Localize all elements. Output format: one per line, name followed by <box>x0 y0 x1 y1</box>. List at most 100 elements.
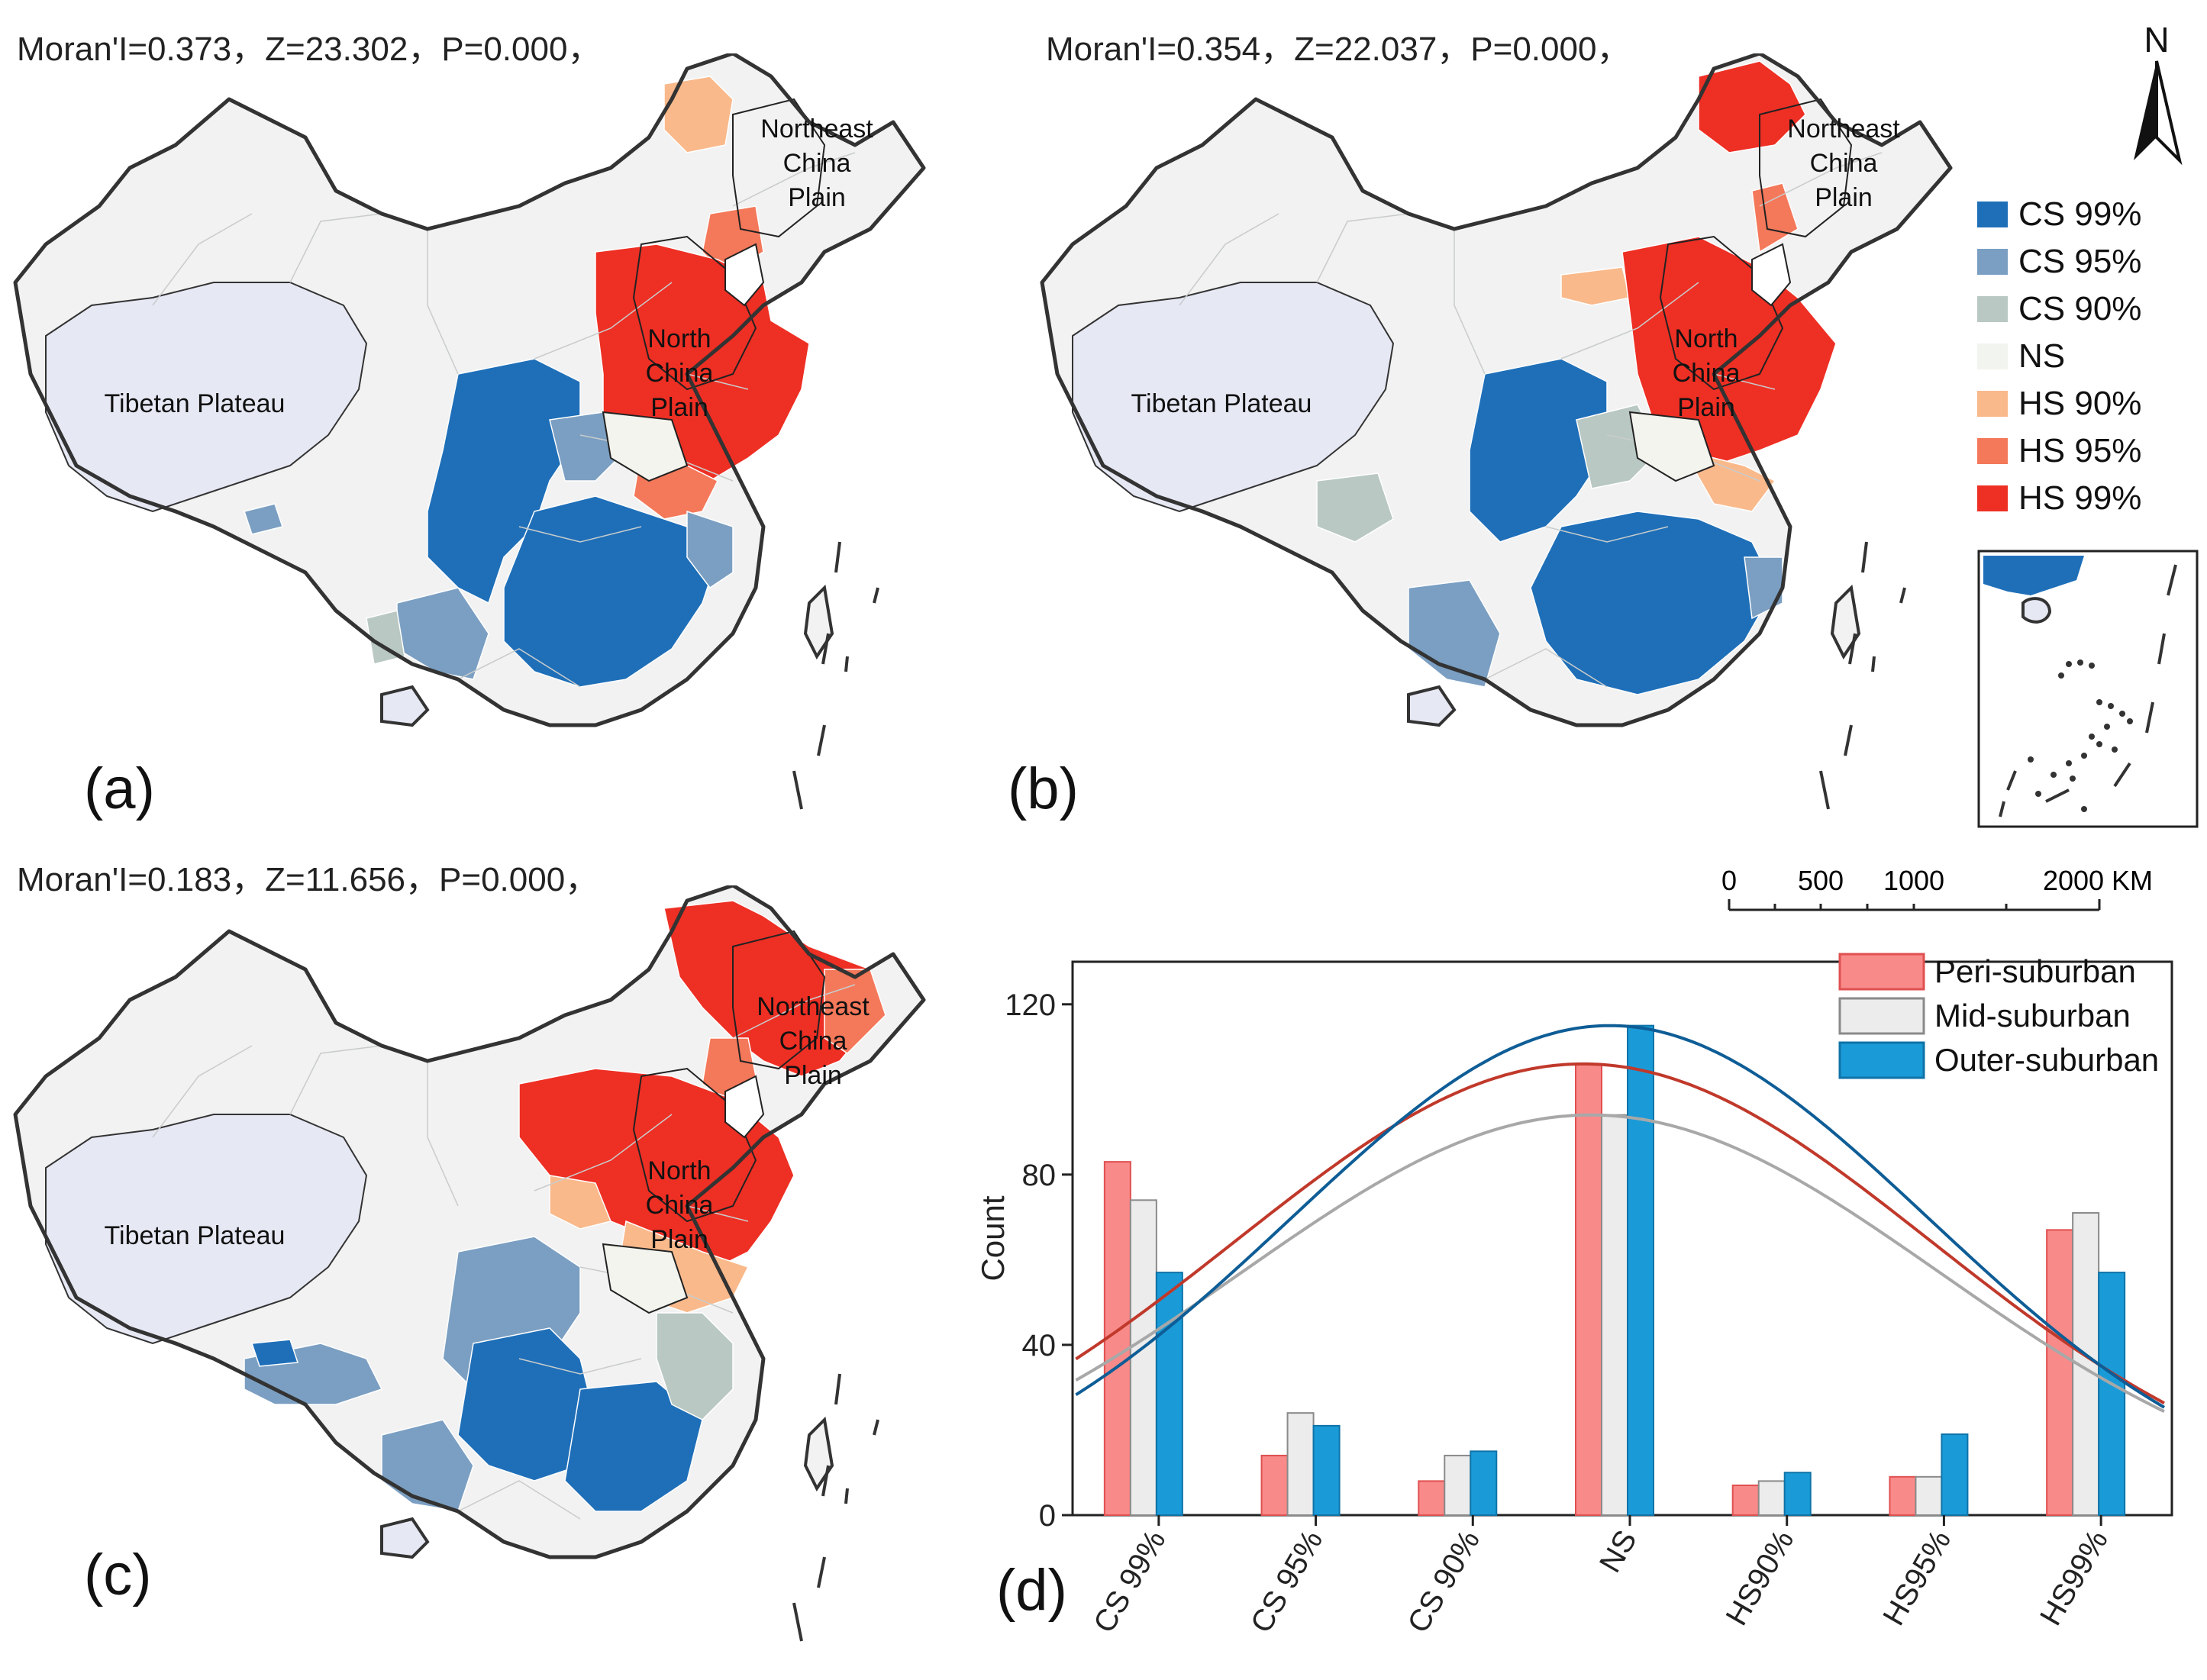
map-legend: CS 99% CS 95% CS 90% NS HS 90% HS 95% HS 99% <box>1977 191 2141 522</box>
y-tick-label: 40 <box>1022 1329 1057 1362</box>
bar <box>1286 1412 1315 1517</box>
chart-legend-swatch <box>1838 953 1925 991</box>
x-tick-label: CS 95% <box>1244 1525 1329 1639</box>
legend-item: CS 95% <box>1977 238 2141 285</box>
panel-d-label: (d) <box>996 1558 1067 1623</box>
y-tick-label: 0 <box>1039 1499 1056 1533</box>
bar <box>1889 1475 1917 1516</box>
legend-item: HS 95% <box>1977 427 2141 475</box>
scale-tick-2000: 2000 KM <box>2043 865 2153 896</box>
north-arrow: N <box>2134 20 2183 166</box>
bar <box>2046 1229 2074 1516</box>
bar <box>1783 1472 1812 1517</box>
label-north-china-plain: China <box>646 1191 714 1220</box>
scale-tick-500: 500 <box>1798 865 1844 896</box>
label-northeast-plain: Northeast <box>760 114 873 143</box>
legend-swatch <box>1977 249 2008 275</box>
bar <box>1470 1450 1498 1516</box>
bar <box>1312 1424 1341 1517</box>
legend-label: CS 90% <box>2018 290 2142 327</box>
y-tick-label: 120 <box>1005 988 1056 1022</box>
legend-label: HS 99% <box>2018 479 2142 517</box>
legend-label: CS 95% <box>2018 243 2142 280</box>
x-tick-label: NS <box>1593 1525 1644 1578</box>
bar <box>1444 1454 1472 1517</box>
legend-label: HS 95% <box>2018 432 2142 469</box>
label-tibetan-plateau: Tibetan Plateau <box>105 389 286 418</box>
chart-legend-label: Peri-suburban <box>1934 953 2136 989</box>
bar <box>1731 1484 1760 1517</box>
map-c: Northeast China Plain North China Plain Tibeta… <box>13 885 926 1642</box>
label-northeast-plain: Plain <box>784 1061 842 1090</box>
bar-chart: 0 40 80 120 Count CS 99% CS 95% CS 90% NS HS90% HS… <box>975 953 2173 1639</box>
panel-c-stats: Moran'I=0.183，Z=11.656，P=0.000， <box>17 861 599 898</box>
south-china-sea-inset <box>1977 550 2199 828</box>
bar <box>1129 1199 1157 1516</box>
bar <box>1575 1062 1602 1517</box>
y-tick-label: 80 <box>1022 1159 1057 1192</box>
legend-swatch <box>1977 391 2008 417</box>
legend-item: CS 90% <box>1977 285 2141 333</box>
label-northeast-plain: China <box>779 1027 847 1056</box>
scale-tick-0: 0 <box>1721 865 1737 896</box>
fit-curve <box>1075 1113 2165 1413</box>
legend-swatch <box>1977 343 2008 369</box>
legend-swatch <box>1977 296 2008 322</box>
legend-swatch <box>1977 202 2008 227</box>
bar <box>2098 1272 2126 1516</box>
bar <box>1260 1454 1289 1517</box>
label-north-china-plain: North <box>647 1156 711 1185</box>
x-tick-label: HS90% <box>1720 1525 1801 1631</box>
label-north-china-plain: Plain <box>650 393 708 422</box>
x-tick-label: CS 90% <box>1402 1525 1486 1639</box>
bar <box>1941 1433 1969 1516</box>
legend-label: NS <box>2018 337 2066 375</box>
legend-item: CS 99% <box>1977 191 2141 238</box>
label-north-china-plain: North <box>1674 324 1738 353</box>
label-northeast-plain: China <box>1810 149 1878 178</box>
legend-label: CS 99% <box>2018 195 2142 233</box>
legend-swatch <box>1977 485 2008 511</box>
label-north-china-plain: Plain <box>1677 393 1735 422</box>
fit-curve <box>1075 1062 2165 1404</box>
x-tick-label: CS 99% <box>1087 1525 1172 1639</box>
bar <box>1601 1114 1628 1516</box>
label-tibetan-plateau: Tibetan Plateau <box>105 1221 286 1250</box>
chart-legend-label: Outer-suburban <box>1934 1042 2159 1078</box>
panel-b-stats: Moran'I=0.354，Z=22.037，P=0.000， <box>1046 31 1631 68</box>
label-north-china-plain: Plain <box>650 1225 708 1254</box>
y-axis-label: Count <box>975 1195 1011 1281</box>
label-tibetan-plateau: Tibetan Plateau <box>1131 389 1312 418</box>
scale-tick-1000: 1000 <box>1883 865 1944 896</box>
panel-c-label: (c) <box>84 1543 152 1607</box>
label-north-china-plain: China <box>646 359 714 388</box>
legend-item: HS 99% <box>1977 475 2141 522</box>
chart-legend-swatch <box>1838 1041 1925 1079</box>
label-northeast-plain: Plain <box>1815 183 1873 212</box>
bar <box>1155 1272 1183 1516</box>
fit-curve <box>1075 1024 2166 1409</box>
panel-b-label: (b) <box>1008 756 1079 821</box>
label-northeast-plain: Northeast <box>757 992 870 1021</box>
scale-bar: 0 500 1000 2000 KM <box>1721 865 2153 911</box>
label-north-china-plain: North <box>647 324 711 353</box>
north-arrow-icon <box>2134 61 2157 160</box>
x-tick-label: HS99% <box>2034 1525 2115 1631</box>
bar <box>1627 1024 1654 1516</box>
legend-item: NS <box>1977 333 2141 380</box>
bar <box>1757 1480 1786 1517</box>
label-northeast-plain: Plain <box>788 183 846 212</box>
chart-legend-label: Mid-suburban <box>1934 998 2131 1033</box>
legend-item: HS 90% <box>1977 380 2141 427</box>
legend-swatch <box>1977 438 2008 464</box>
panel-a-label: (a) <box>84 756 155 821</box>
bar <box>1418 1480 1446 1517</box>
map-a: Northeast China Plain North China Plain Tibeta… <box>13 53 926 810</box>
legend-label: HS 90% <box>2018 385 2142 422</box>
map-b: Northeast China Plain North China Plain Tibeta… <box>1040 53 1953 810</box>
bar <box>1915 1475 1943 1516</box>
label-northeast-plain: Northeast <box>1787 114 1900 143</box>
label-north-china-plain: China <box>1673 359 1741 388</box>
north-arrow-label: N <box>2144 20 2169 60</box>
x-tick-label: HS95% <box>1876 1525 1957 1631</box>
